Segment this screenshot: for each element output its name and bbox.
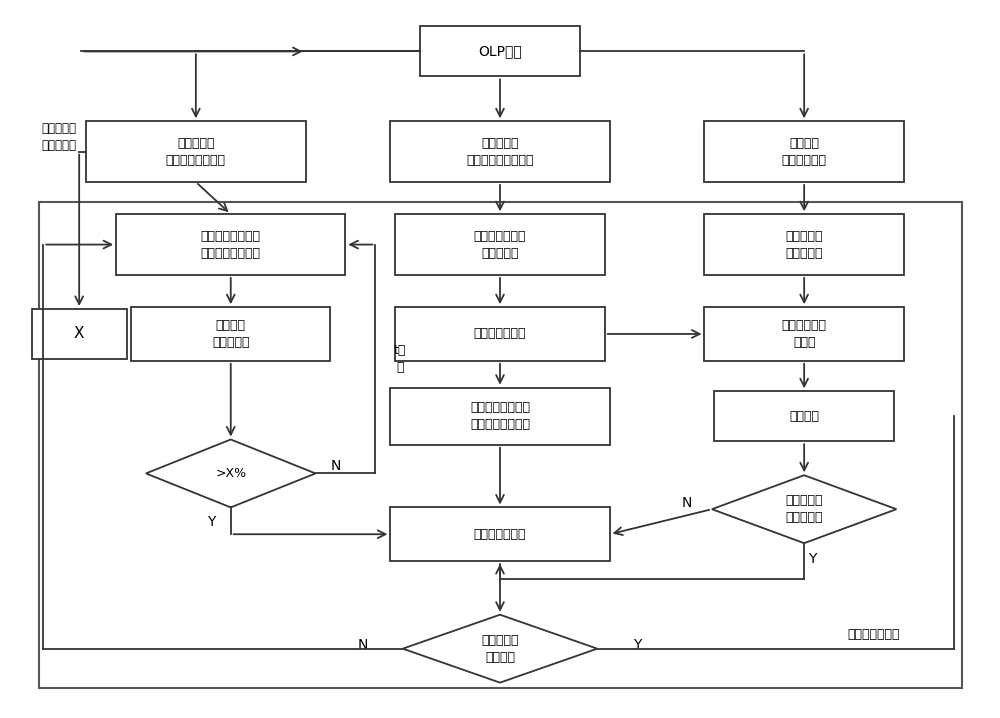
Text: Y: Y xyxy=(633,638,641,652)
Text: 自动扩充弹幕库: 自动扩充弹幕库 xyxy=(848,628,900,641)
Polygon shape xyxy=(403,615,597,683)
Text: Y: Y xyxy=(808,552,816,566)
Text: t秒
后: t秒 后 xyxy=(394,344,406,374)
Text: 管理员确认
是否违规: 管理员确认 是否违规 xyxy=(481,634,519,663)
Text: 获取该时段
对应的阈值: 获取该时段 对应的阈值 xyxy=(41,122,76,152)
Bar xyxy=(704,121,904,182)
Polygon shape xyxy=(712,475,896,544)
Polygon shape xyxy=(146,439,316,508)
Text: 模糊匹配: 模糊匹配 xyxy=(789,410,819,423)
Text: 自适应阈值
异常流量监测功能: 自适应阈值 异常流量监测功能 xyxy=(166,136,226,167)
Text: Y: Y xyxy=(207,515,215,528)
Text: N: N xyxy=(358,638,368,652)
Text: 解析直播主页获取
各个房间在线人数: 解析直播主页获取 各个房间在线人数 xyxy=(201,230,261,260)
Text: 连接直播间
弹幕服务器: 连接直播间 弹幕服务器 xyxy=(785,230,823,260)
Text: 敏感弹幕
模糊匹配功能: 敏感弹幕 模糊匹配功能 xyxy=(782,136,827,167)
Bar xyxy=(39,202,962,688)
Bar xyxy=(32,309,127,359)
Bar xyxy=(704,307,904,360)
Text: 感知哈希算法计算
相邻图片帧相似度: 感知哈希算法计算 相邻图片帧相似度 xyxy=(470,401,530,432)
Bar xyxy=(131,307,330,360)
Text: X: X xyxy=(74,327,84,342)
Bar xyxy=(714,391,894,442)
Text: N: N xyxy=(330,460,341,473)
Text: 疑似违规直播间: 疑似违规直播间 xyxy=(474,528,526,541)
Bar xyxy=(704,214,904,275)
Text: >X%: >X% xyxy=(215,467,246,480)
Text: 实时直播间截图: 实时直播间截图 xyxy=(474,327,526,340)
Bar xyxy=(116,214,345,275)
Text: N: N xyxy=(682,496,692,510)
Text: 基于帧差的
直播间状态感知功能: 基于帧差的 直播间状态感知功能 xyxy=(466,136,534,167)
Bar xyxy=(420,27,580,77)
Bar xyxy=(390,388,610,445)
Text: 各个房间
人数变化率: 各个房间 人数变化率 xyxy=(212,319,250,349)
Bar xyxy=(395,307,605,360)
Bar xyxy=(86,121,306,182)
Text: 解析各个直播间
直播视频流: 解析各个直播间 直播视频流 xyxy=(474,230,526,260)
Text: 获取各个房间
弹幕流: 获取各个房间 弹幕流 xyxy=(782,319,827,349)
Text: 包含与库中
相似的弹幕: 包含与库中 相似的弹幕 xyxy=(785,494,823,524)
Bar xyxy=(390,508,610,561)
Text: OLP系统: OLP系统 xyxy=(478,45,522,58)
Bar xyxy=(395,214,605,275)
Bar xyxy=(390,121,610,182)
